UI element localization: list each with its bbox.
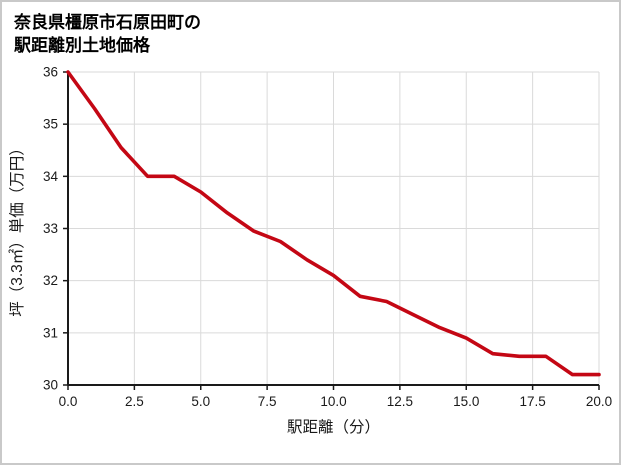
y-tick-label: 30 (43, 377, 58, 392)
y-tick-label: 31 (43, 325, 58, 340)
x-tick-label: 2.5 (125, 394, 144, 409)
chart-area: 30 31 32 33 34 35 36 0.0 2.5 5.0 7.5 10.0 12.5 15.0 17… (2, 57, 619, 443)
chart-svg: 30 31 32 33 34 35 36 0.0 2.5 5.0 7.5 10.0 12.5 15.0 17… (2, 57, 619, 443)
y-axis-label: 坪（3.3㎡）単価（万円） (8, 140, 26, 317)
y-tick-label: 34 (43, 169, 59, 184)
x-tick-label: 0.0 (59, 394, 78, 409)
x-tick-label: 15.0 (453, 394, 479, 409)
x-tick-label: 12.5 (387, 394, 413, 409)
y-tick-label: 33 (43, 221, 58, 236)
chart-title-line-2: 駅距離別土地価格 (14, 35, 150, 55)
x-tick-label: 7.5 (258, 394, 277, 409)
chart-title: 奈良県橿原市石原田町の 駅距離別土地価格 (2, 2, 619, 58)
x-tick-label: 20.0 (586, 394, 612, 409)
price-line (66, 70, 601, 377)
x-axis-label: 駅距離（分） (287, 418, 380, 436)
chart-title-line-1: 奈良県橿原市石原田町の (14, 13, 201, 32)
y-tick-label: 35 (43, 117, 58, 132)
x-tick-label: 5.0 (191, 394, 210, 409)
x-tick-label: 10.0 (320, 394, 346, 409)
x-tick-label: 17.5 (519, 394, 545, 409)
y-tick-label: 32 (43, 273, 58, 288)
y-tick-label: 36 (43, 64, 58, 79)
